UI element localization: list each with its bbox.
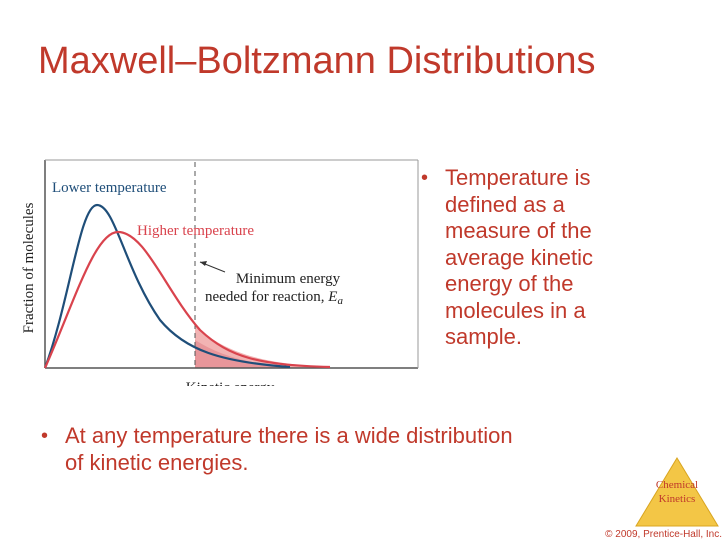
curve-label: Lower temperature bbox=[52, 180, 167, 196]
shaded-area-lower bbox=[195, 340, 290, 368]
copyright: © 2009, Prentice-Hall, Inc. bbox=[605, 529, 722, 540]
annotation-subscript: a bbox=[337, 295, 343, 307]
annotation-text: needed for reaction, bbox=[205, 289, 325, 305]
slide-title: Maxwell–Boltzmann Distributions bbox=[38, 40, 596, 82]
badge-triangle bbox=[635, 457, 719, 527]
bullet: Temperature is defined as a measure of t… bbox=[415, 165, 655, 351]
arrowhead bbox=[200, 261, 207, 266]
annotation: needed for reaction, Ea bbox=[205, 289, 343, 307]
y-axis-label: Fraction of molecules bbox=[21, 202, 37, 333]
annotation: Minimum energy bbox=[236, 271, 341, 287]
curve-label: Higher temperature bbox=[137, 223, 254, 239]
badge-text: Chemical bbox=[656, 479, 698, 491]
annotation-symbol: E bbox=[327, 289, 337, 305]
higher-temperature-curve bbox=[43, 230, 331, 369]
badge-text: Kinetics bbox=[659, 493, 696, 505]
crop-mask bbox=[0, 386, 440, 406]
lower-temperature-curve bbox=[43, 203, 291, 369]
bullet: At any temperature there is a wide distr… bbox=[35, 423, 535, 476]
